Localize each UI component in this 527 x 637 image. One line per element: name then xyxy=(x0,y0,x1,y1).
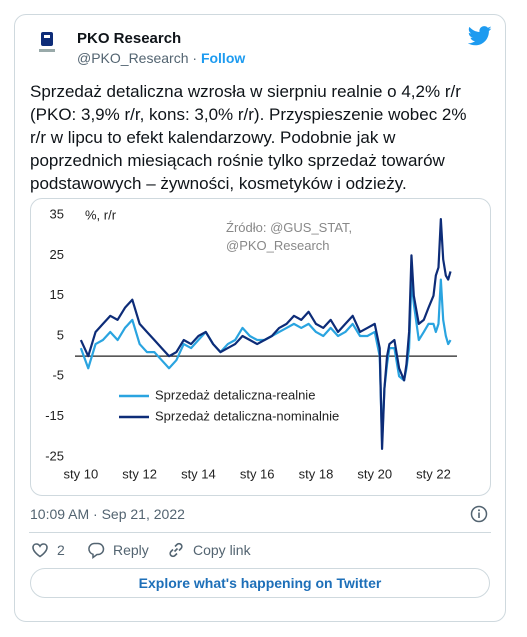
text-line: podstawowych – żywności, kosmetyków i od… xyxy=(30,174,407,193)
link-icon[interactable] xyxy=(167,541,185,559)
chart: %, r/r Źródło: @GUS_STAT, @PKO_Research … xyxy=(45,206,457,481)
y-tick-label: -25 xyxy=(45,448,64,463)
like-count[interactable]: 2 xyxy=(57,542,65,558)
y-tick-label: 25 xyxy=(50,247,64,262)
annotation: Źródło: @GUS_STAT, xyxy=(226,220,352,235)
handle[interactable]: @PKO_Research xyxy=(77,50,189,66)
tweet-text: Sprzedaż detaliczna wzrosła w sierpniu r… xyxy=(30,80,500,195)
tweet-image[interactable]: %, r/r Źródło: @GUS_STAT, @PKO_Research … xyxy=(30,198,491,496)
x-tick-label: sty 22 xyxy=(416,466,451,481)
author-handle: @PKO_Research · Follow xyxy=(77,50,245,66)
annotation: @PKO_Research xyxy=(226,238,330,253)
text-line: (PKO: 3,9% r/r, kons: 3,0% r/r). Przyspi… xyxy=(30,105,467,124)
series-line xyxy=(79,278,452,442)
y-tick-label: -15 xyxy=(45,408,64,423)
y-tick-label: -5 xyxy=(52,368,64,383)
x-tick-label: sty 12 xyxy=(122,466,157,481)
like-icon[interactable] xyxy=(31,541,49,559)
x-tick-label: sty 14 xyxy=(181,466,216,481)
legend-box xyxy=(113,383,345,435)
text-line: Sprzedaż detaliczna wzrosła w sierpniu r… xyxy=(30,82,461,101)
tweet-card xyxy=(14,14,506,622)
y-tick-label: 35 xyxy=(50,206,64,221)
timestamp[interactable]: 10:09 AM · Sep 21, 2022 xyxy=(30,506,185,522)
x-tick-label: sty 10 xyxy=(64,466,99,481)
y-tick-label: 5 xyxy=(57,327,64,342)
series-line xyxy=(79,217,452,450)
text-line: poprzednich miesiącach rośnie tylko sprz… xyxy=(30,151,445,170)
x-tick-label: sty 16 xyxy=(240,466,275,481)
separator: · xyxy=(192,50,198,66)
author-name[interactable]: PKO Research xyxy=(77,30,182,47)
legend-label: Sprzedaż detaliczna-nominalnie xyxy=(155,408,339,423)
y-tick-label: 15 xyxy=(50,287,64,302)
y-axis-label: %, r/r xyxy=(85,207,117,222)
x-tick-label: sty 20 xyxy=(357,466,392,481)
reply[interactable]: Reply xyxy=(113,542,149,558)
legend-label: Sprzedaż detaliczna-realnie xyxy=(155,387,315,402)
avatar xyxy=(39,32,55,52)
divider xyxy=(29,532,491,533)
follow[interactable]: Follow xyxy=(200,50,246,66)
x-tick-label: sty 18 xyxy=(299,466,334,481)
explore-button[interactable]: Explore what's happening on Twitter xyxy=(30,568,490,598)
copy-link[interactable]: Copy link xyxy=(193,542,251,558)
twitter-logo[interactable] xyxy=(468,26,492,46)
info-icon[interactable] xyxy=(470,505,488,523)
reply-icon[interactable] xyxy=(87,541,105,559)
text-line: r/r w lipcu to efekt kalendarzowy. Podob… xyxy=(30,128,396,147)
